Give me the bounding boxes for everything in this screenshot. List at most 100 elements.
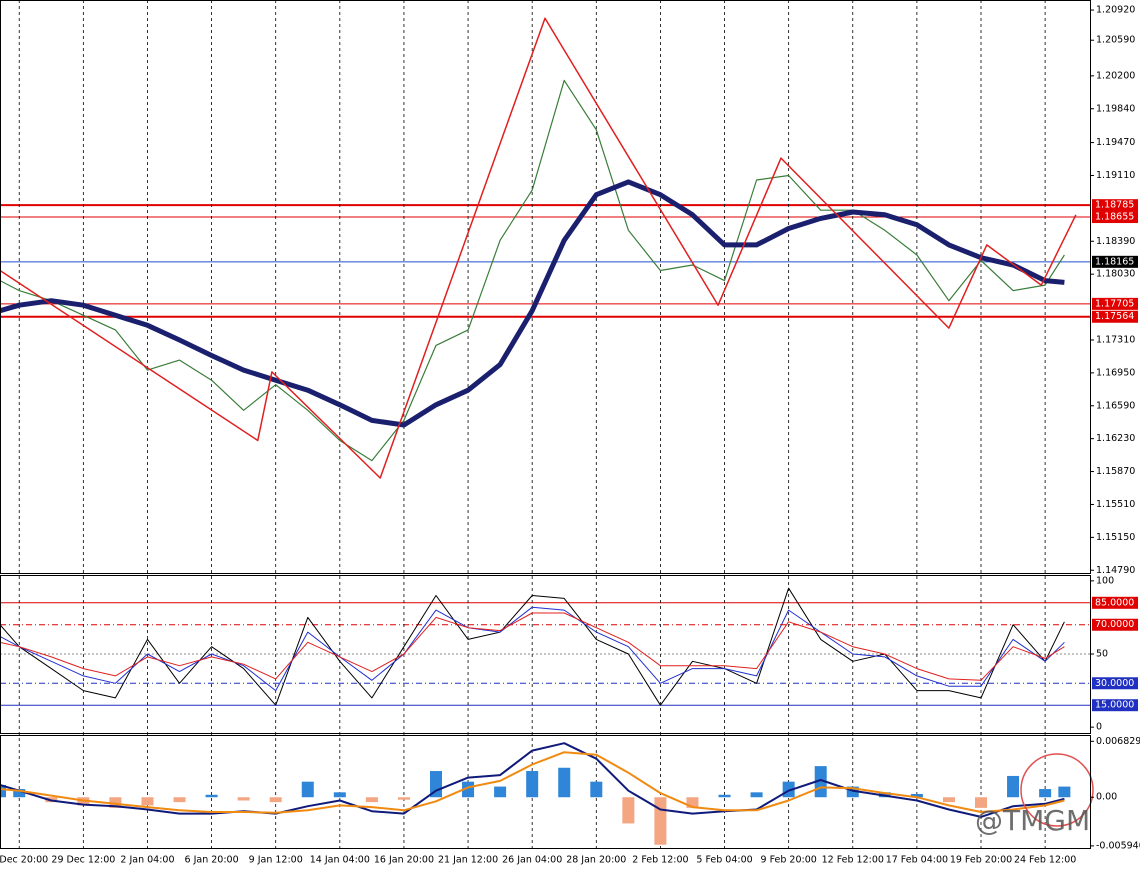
panel-border — [0, 735, 1091, 849]
level-label: 1.18165 — [1095, 256, 1134, 267]
histogram-bar — [333, 792, 346, 798]
histogram-bar — [301, 781, 314, 798]
x-tick-label: 9 Feb 20:00 — [761, 855, 817, 866]
series-line — [0, 612, 1065, 681]
level-label-box — [1092, 211, 1138, 224]
x-tick-label: 6 Jan 20:00 — [185, 855, 239, 866]
histogram-bar — [109, 797, 122, 808]
y-tick-label: 1.16950 — [1096, 367, 1135, 378]
level-label-box — [1092, 596, 1138, 609]
level-label-box — [1092, 677, 1138, 690]
histogram-bar — [397, 797, 410, 800]
panel-border — [0, 0, 1091, 574]
x-tick-label: 28 Jan 20:00 — [566, 855, 626, 866]
y-tick-label: 1.15150 — [1096, 532, 1135, 543]
y-tick-label: 1.15870 — [1096, 466, 1135, 477]
level-label: 15.0000 — [1095, 700, 1134, 711]
x-tick-label: 9 Jan 12:00 — [249, 855, 303, 866]
x-tick-label: 17 Feb 04:00 — [886, 855, 948, 866]
level-label: 1.17564 — [1095, 311, 1134, 322]
histogram-bar — [494, 786, 507, 798]
level-label: 70.0000 — [1095, 619, 1134, 630]
x-tick-label: 2 Feb 12:00 — [632, 855, 688, 866]
series-line — [0, 606, 1065, 692]
y-tick-label: 50 — [1096, 649, 1108, 660]
x-tick-label: 3 Dec 20:00 — [0, 855, 48, 866]
level-label-box — [1092, 310, 1138, 323]
y-tick-label: 1.20590 — [1096, 35, 1135, 46]
y-tick-label: 1.20920 — [1096, 5, 1135, 16]
x-tick-label: 19 Feb 20:00 — [950, 855, 1012, 866]
histogram-bar — [718, 794, 731, 798]
histogram-bar — [975, 797, 987, 808]
y-tick-label: 0.0068298 — [1096, 736, 1140, 747]
histogram-bar — [590, 781, 603, 798]
y-tick-label: -0.005940 — [1096, 840, 1140, 851]
level-label: 30.0000 — [1095, 678, 1134, 689]
histogram-bar — [910, 793, 923, 798]
y-tick-label: 1.18390 — [1096, 236, 1135, 247]
series-line — [0, 179, 1065, 428]
series-line — [0, 587, 1065, 706]
histogram-bar — [430, 771, 442, 798]
x-tick-label: 12 Feb 12:00 — [822, 855, 884, 866]
histogram-bar — [846, 786, 859, 798]
level-label-box — [1092, 699, 1138, 712]
histogram-bar — [1039, 789, 1052, 798]
histogram-bar — [750, 792, 763, 798]
level-label-box — [1092, 618, 1138, 631]
x-tick-label: 21 Jan 12:00 — [438, 855, 498, 866]
histogram-bar — [0, 784, 6, 798]
highlight-circle — [1020, 753, 1094, 827]
x-tick-label: 5 Feb 04:00 — [696, 855, 752, 866]
histogram-bar — [654, 797, 667, 845]
level-label: 1.18655 — [1095, 212, 1134, 223]
histogram-bar — [205, 794, 218, 798]
y-tick-label: 1.19470 — [1096, 137, 1135, 148]
histogram-bar — [173, 797, 186, 803]
plot — [0, 17, 1077, 845]
histogram-bar — [622, 797, 635, 824]
x-tick-label: 26 Jan 04:00 — [502, 855, 562, 866]
y-tick-label: 1.17310 — [1096, 334, 1135, 345]
x-tick-label: 14 Jan 04:00 — [310, 855, 370, 866]
histogram-bar — [942, 797, 955, 803]
y-tick-label: 1.18030 — [1096, 269, 1135, 280]
y-tick-label: 1.16230 — [1096, 433, 1135, 444]
histogram-bar — [558, 767, 571, 798]
y-tick-label: 1.16590 — [1096, 400, 1135, 411]
histogram-bar — [462, 781, 475, 798]
y-tick-label: 1.15510 — [1096, 499, 1135, 510]
y-tick-label: 1.19110 — [1096, 170, 1135, 181]
grid — [0, 0, 1090, 848]
histogram-bar — [269, 797, 282, 803]
histogram-bar — [1007, 775, 1020, 798]
series-line — [0, 742, 1065, 818]
x-tick-label: 16 Jan 20:00 — [374, 855, 434, 866]
histogram-bar — [13, 789, 26, 798]
watermark: @TMGM — [975, 804, 1090, 837]
y-tick-label: 0 — [1096, 722, 1102, 733]
series-line — [0, 17, 1077, 479]
series-line — [0, 79, 1065, 462]
histogram-bar — [686, 797, 699, 808]
x-tick-label: 29 Dec 12:00 — [51, 855, 115, 866]
histogram-bar — [526, 771, 539, 798]
histogram-bar — [365, 797, 378, 803]
level-label-box — [1092, 297, 1138, 310]
y-tick-label: 100 — [1096, 575, 1114, 586]
x-tick-label: 24 Feb 12:00 — [1014, 855, 1076, 866]
y-tick-label: 1.14790 — [1096, 565, 1135, 576]
level-label: 1.17705 — [1095, 298, 1134, 309]
level-label-box — [1092, 255, 1138, 268]
histogram-bar — [1058, 786, 1071, 798]
y-tick-label: 1.20200 — [1096, 70, 1135, 81]
y-tick-label: 1.19840 — [1096, 103, 1135, 114]
y-tick-label: 0.00 — [1096, 792, 1117, 803]
level-label: 85.0000 — [1095, 597, 1134, 608]
series-line — [0, 751, 1065, 814]
level-label: 1.18785 — [1095, 200, 1134, 211]
